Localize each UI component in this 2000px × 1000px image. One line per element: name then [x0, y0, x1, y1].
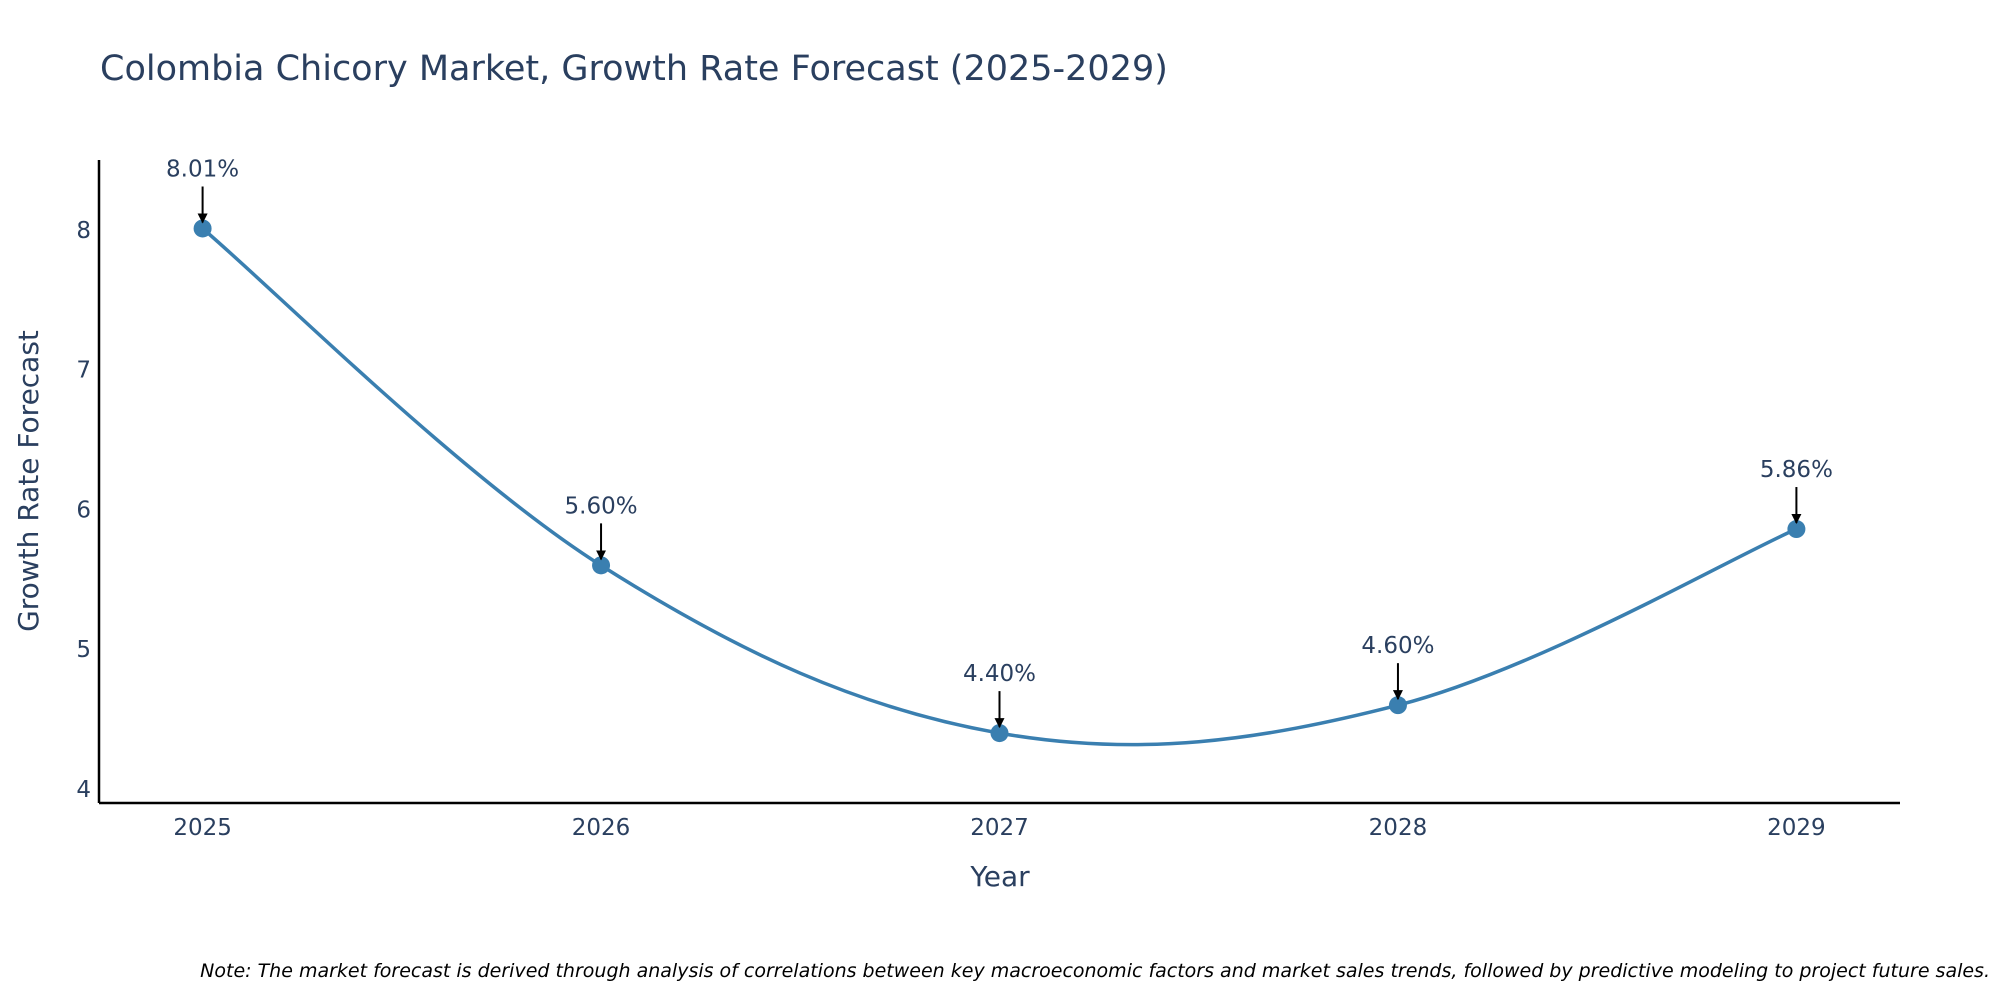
x-tick-label: 2029 [1767, 815, 1826, 841]
data-label: 5.60% [565, 493, 638, 519]
plot-area: 8.01% 5.60% 4.40% 4.60% 5.86% [166, 156, 1833, 747]
data-point [990, 724, 1009, 743]
y-tick-label: 6 [76, 497, 91, 523]
x-tick-label: 2026 [572, 815, 631, 841]
x-tick-label: 2028 [1369, 815, 1428, 841]
data-point [1388, 696, 1407, 715]
x-tick-label: 2027 [970, 815, 1029, 841]
data-label: 5.86% [1760, 457, 1833, 483]
data-point [193, 219, 212, 238]
chart-title: Colombia Chicory Market, Growth Rate For… [100, 49, 1168, 89]
y-axis-ticks: 4 5 6 7 8 [76, 218, 91, 803]
y-tick-label: 4 [76, 777, 91, 803]
y-tick-label: 7 [76, 358, 91, 384]
y-tick-label: 5 [76, 637, 91, 663]
x-axis-ticks: 2025 2026 2027 2028 2029 [173, 815, 1825, 841]
data-label: 8.01% [166, 156, 239, 182]
y-tick-label: 8 [76, 218, 91, 244]
x-tick-label: 2025 [173, 815, 232, 841]
footnote: Note: The market forecast is derived thr… [200, 960, 1990, 982]
y-axis-title: Growth Rate Forecast [12, 330, 45, 632]
data-label: 4.60% [1361, 633, 1434, 659]
data-point [592, 556, 611, 575]
data-point [1787, 520, 1806, 539]
data-label: 4.40% [963, 661, 1036, 687]
x-axis-title: Year [969, 860, 1030, 893]
